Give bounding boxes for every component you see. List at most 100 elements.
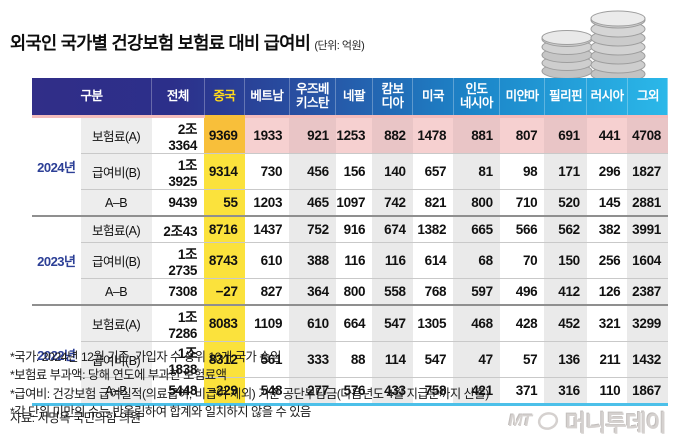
value-cell: 768 [412,278,454,306]
mt-logo-text: MT [508,411,533,430]
value-cell: 664 [335,305,373,342]
table-row-2024년-2: A–B 9439 55 1203 465 1097 742 821 800 710 520 145 28… [32,189,668,217]
value-cell: 710 [499,189,545,217]
value-cell: 1933 [244,115,290,154]
table-row-2023년-0: 2023년 보험료(A) 2조43 8716 1437 752 916 674 1382 665 5… [32,216,668,306]
table-row-2022년-0: 2022년 보험료(A) 1조7286 8083 1109 610 664 547 1305 46… [32,305,668,406]
title-row: 외국인 국가별 건강보험 보험료 대비 급여비 (단위: 억원) [10,30,365,55]
table-row-2024년-1: 급여비(B) 1조3925 9314 730 456 156 140 657 81 98 171 29… [32,153,668,190]
value-cell: 1305 [412,305,454,342]
value-cell: 1109 [244,305,290,342]
value-cell: 610 [289,305,336,342]
value-cell: 1조7286 [151,305,205,342]
page-title: 외국인 국가별 건강보험 보험료 대비 급여비 [10,33,311,53]
value-cell: 465 [289,189,336,217]
coin-logo-icon [538,412,559,430]
footnote-2: *급여비: 건강보험 급여실적(의료급여, 비급여 제외) 기준 공단부담금(다… [10,386,489,401]
table-row-2023년-2: A–B 7308 −27 827 364 800 558 768 597 496 412 126 238… [32,278,668,306]
year-cell: 2023년 [32,216,81,306]
value-cell: 296 [586,153,628,190]
value-cell: 388 [289,242,336,279]
row-label-cell: 보험료(A) [80,305,152,342]
value-cell: 2881 [627,189,668,217]
value-cell: 1604 [627,242,668,279]
value-cell: 428 [499,305,545,342]
value-cell: 468 [453,305,500,342]
value-cell: 156 [335,153,373,190]
value-cell: 47 [453,341,500,378]
value-cell: 1432 [627,341,668,378]
value-cell: 110 [586,377,628,406]
value-cell: 1478 [412,115,454,154]
value-cell: 55 [204,189,245,217]
value-cell: −27 [204,278,245,306]
table-row-2023년-1: 급여비(B) 1조2735 8743 610 388 116 116 614 68 70 150 25… [32,242,668,279]
value-cell: 150 [544,242,587,279]
value-cell: 610 [244,242,290,279]
value-cell: 88 [335,341,373,378]
value-cell: 8312 [204,341,245,378]
year-cell: 2022년 [32,305,81,406]
table-row-2022년-2: A–B 5448 −229 548 277 576 433 758 421 371 316 110 18… [32,377,668,406]
value-cell: 145 [586,189,628,217]
moneytoday-logo-text: 머니투데이 [565,410,667,436]
value-cell: 171 [544,153,587,190]
value-cell: 1조2735 [151,242,205,279]
row-label-cell: A–B [80,189,152,217]
value-cell: 496 [499,278,545,306]
value-cell: 657 [412,153,454,190]
value-cell: 807 [499,115,545,154]
column-header-12: 그외 [626,78,668,117]
value-cell: 730 [244,153,290,190]
value-cell: 98 [499,153,545,190]
source-credit: 자료: 서명옥 국민의힘 의원 [10,411,141,425]
value-cell: 8083 [204,305,245,342]
table-row-2024년-0: 2024년 보험료(A) 2조3364 9369 1933 921 1253 882 1478 8… [32,115,668,217]
value-cell: 333 [289,341,336,378]
row-label-cell: 급여비(B) [80,153,152,190]
value-cell: 316 [544,377,587,406]
year-cell: 2024년 [32,115,81,217]
value-cell: 1203 [244,189,290,217]
value-cell: 2387 [627,278,668,306]
value-cell: 561 [244,341,290,378]
table-row-2022년-1: 급여비(B) 1조1838 8312 561 333 88 114 547 47 57 136 211… [32,341,668,378]
value-cell: 382 [586,216,628,243]
value-cell: 547 [372,305,413,342]
value-cell: 597 [453,278,500,306]
value-cell: 800 [335,278,373,306]
value-cell: 441 [586,115,628,154]
column-header-2: 중국 [203,78,245,117]
value-cell: 916 [335,216,373,243]
value-cell: 371 [499,377,545,406]
value-cell: 256 [586,242,628,279]
value-cell: 136 [544,341,587,378]
value-cell: 2조43 [151,216,205,243]
value-cell: 421 [453,377,500,406]
value-cell: 742 [372,189,413,217]
value-cell: 7308 [151,278,205,306]
column-header-7: 미국 [412,78,454,117]
value-cell: 8743 [204,242,245,279]
value-cell: 116 [335,242,373,279]
moneytoday-logo: MT 머니투데이 [508,404,667,438]
footnotes: *국가: 2024년 12월 기준, 가입자 수 상위 10개 국가 순임 *보험… [10,348,489,422]
value-cell: 614 [412,242,454,279]
column-header-5: 네팔 [335,78,373,117]
column-header-6: 캄보 디아 [371,78,413,117]
value-cell: 1조3925 [151,153,205,190]
column-header-9: 미얀마 [499,78,545,117]
value-cell: 9439 [151,189,205,217]
value-cell: 1382 [412,216,454,243]
value-cell: 68 [453,242,500,279]
row-label-cell: 보험료(A) [80,115,152,154]
value-cell: 1조1838 [151,341,205,378]
value-cell: 116 [372,242,413,279]
column-header-3: 베트남 [244,78,290,117]
value-cell: 547 [412,341,454,378]
value-cell: 758 [412,377,454,406]
value-cell: 126 [586,278,628,306]
column-header-11: 러시아 [586,78,628,117]
value-cell: 57 [499,341,545,378]
